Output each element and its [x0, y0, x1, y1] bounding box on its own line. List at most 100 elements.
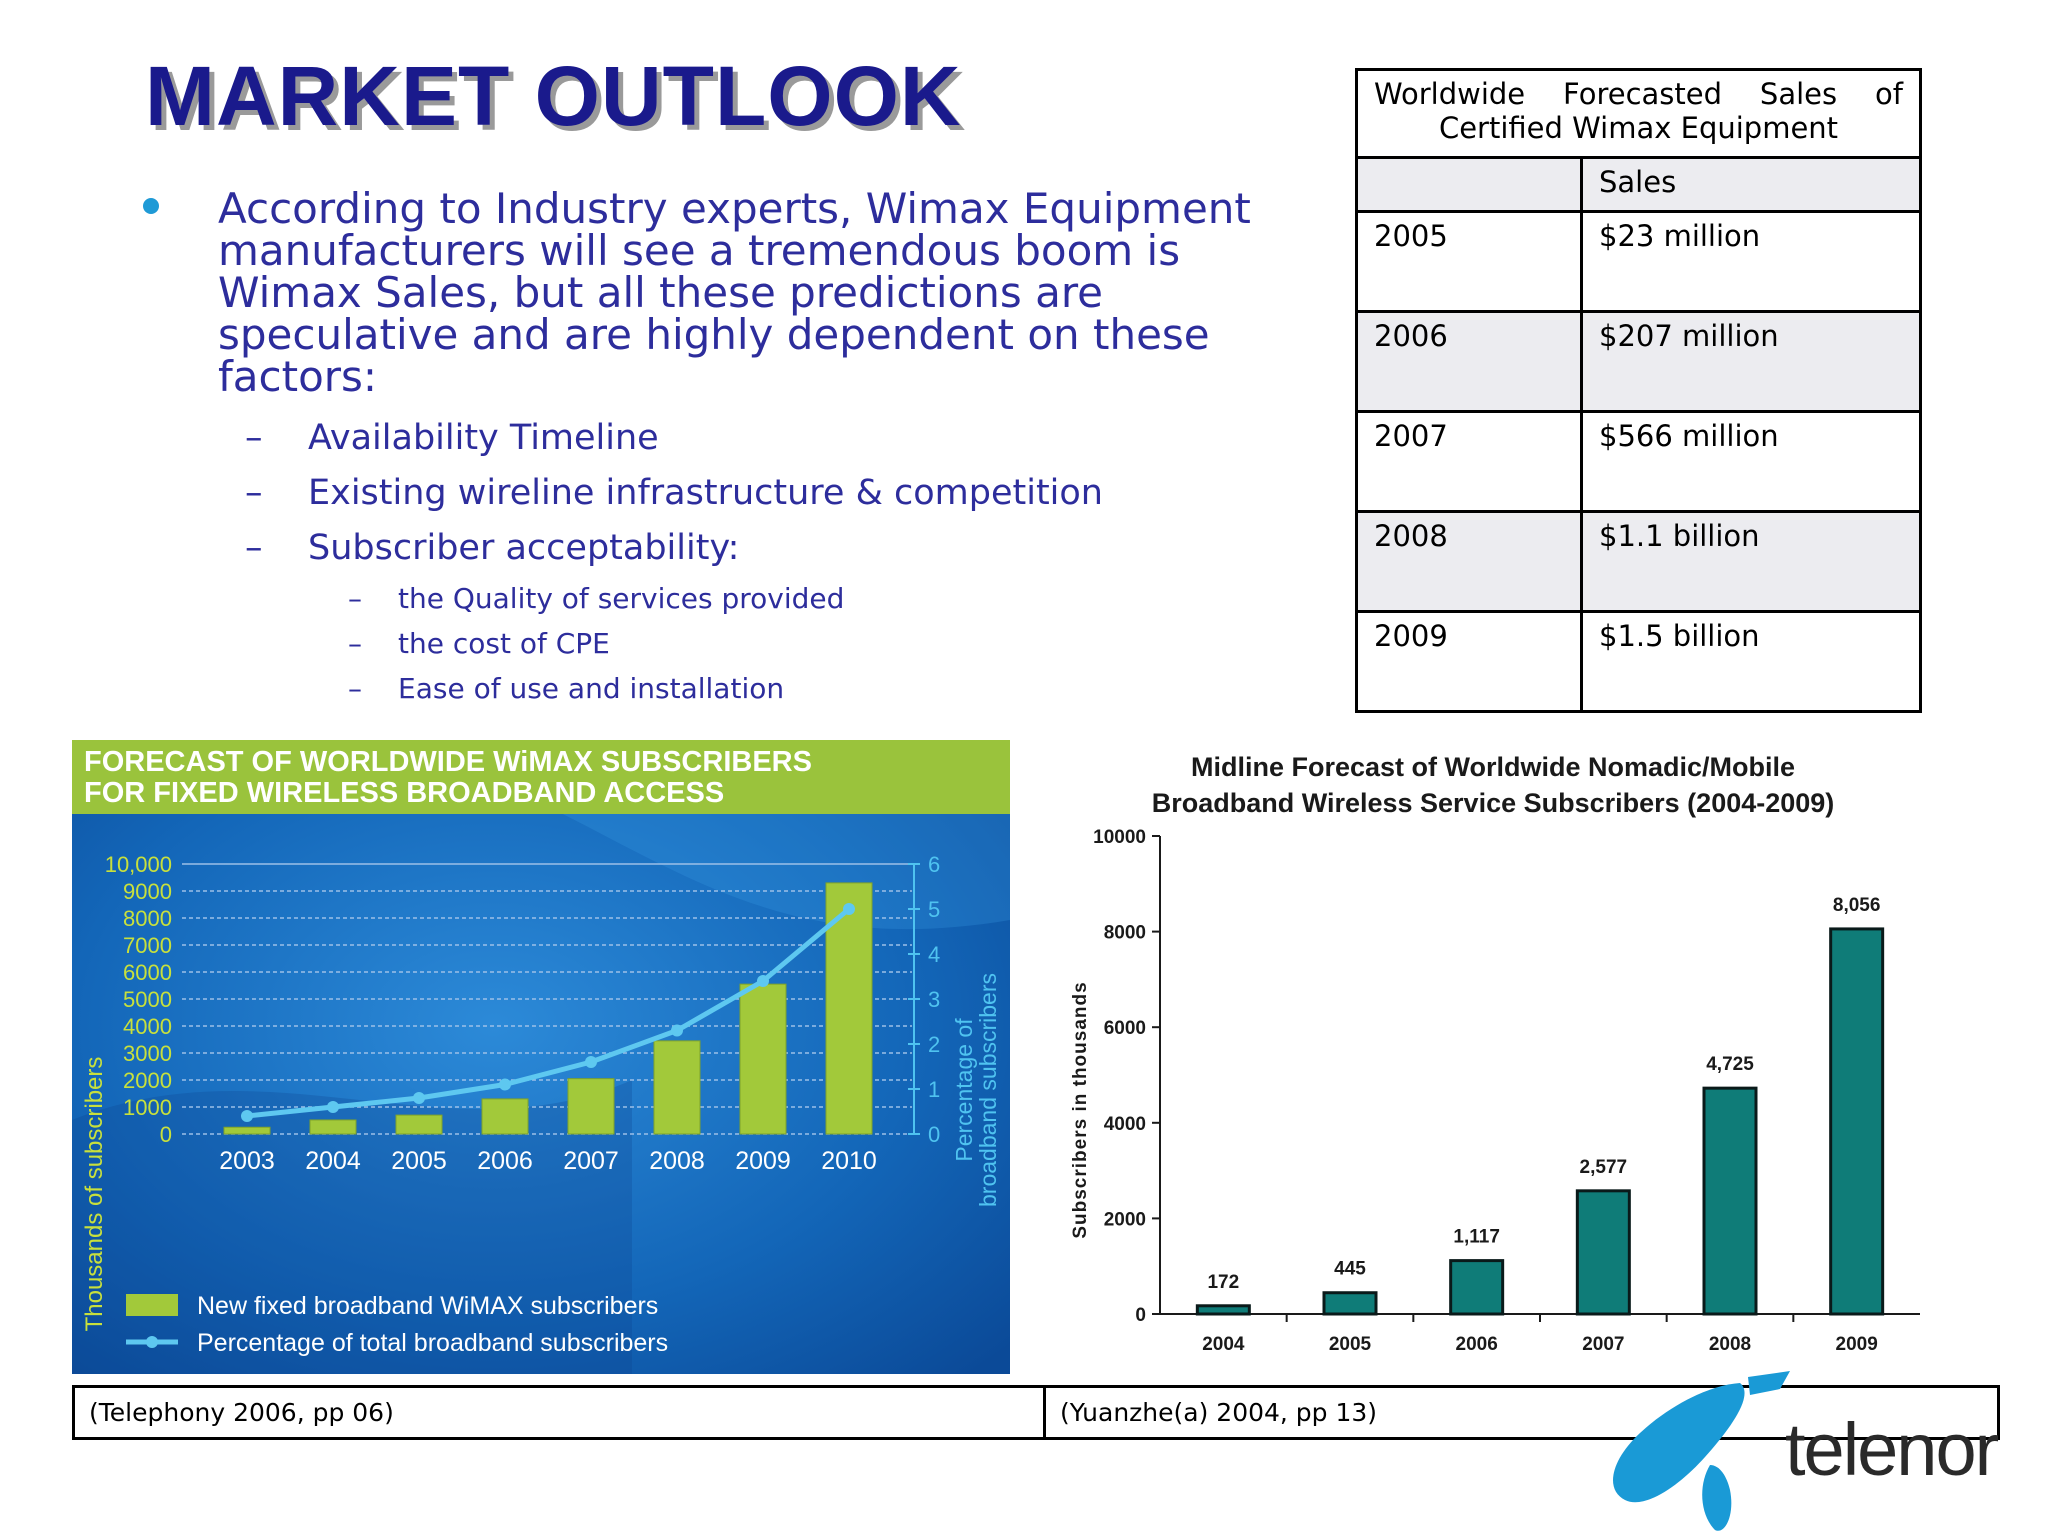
bullet-icon	[143, 198, 159, 214]
slide-title: MARKET OUTLOOK	[145, 49, 962, 143]
sub-item: – Existing wireline infrastructure & comp…	[245, 473, 1103, 513]
table-header-cell	[1355, 156, 1583, 213]
chart-bar	[739, 983, 787, 1135]
chart-bar	[309, 1119, 357, 1135]
x-axis-tick-label: 2008	[649, 1147, 705, 1175]
left-axis-tick-label: 4000	[123, 1014, 172, 1039]
dash-icon: –	[245, 473, 263, 513]
sub-item-label: Existing wireline infrastructure & compe…	[308, 473, 1103, 513]
chart-left-axis-label: Thousands of subscribers	[81, 1057, 108, 1332]
chart-right-axis-label-line1: Percentage of	[951, 1018, 977, 1162]
wimax-fixed-subscribers-chart: FORECAST OF WORLDWIDE WiMAX SUBSCRIBERS …	[72, 740, 1010, 1374]
sub-item: – Subscriber acceptability:	[245, 528, 739, 568]
y-axis-tick-label: 0	[1135, 1305, 1146, 1326]
chart-bar	[1195, 1304, 1251, 1316]
sub-item-label: Availability Timeline	[308, 418, 659, 458]
data-label: 1,117	[1453, 1227, 1500, 1248]
percentage-point	[843, 903, 855, 915]
year-cell: 2005	[1355, 210, 1583, 313]
legend-bar-swatch	[126, 1294, 178, 1316]
dash-icon: –	[348, 672, 362, 705]
chart-y-axis-label: Subscribers in thousands	[1070, 981, 1091, 1238]
data-label: 4,725	[1706, 1054, 1754, 1075]
chart-bar	[1702, 1086, 1758, 1316]
chart-bar	[395, 1114, 443, 1135]
x-axis-tick-label: 2007	[563, 1147, 619, 1175]
data-label: 8,056	[1833, 895, 1881, 916]
chart-background-swirl	[72, 1080, 632, 1374]
y-axis-tick-label: 8000	[1104, 923, 1146, 944]
y-axis-tick-label: 2000	[1104, 1209, 1146, 1230]
table-caption: Worldwide Forecasted Sales of Certified …	[1355, 68, 1922, 159]
dash-icon: –	[245, 528, 263, 568]
data-label: 445	[1334, 1259, 1366, 1280]
sales-cell: $23 million	[1580, 210, 1922, 313]
chart-line-series	[241, 903, 855, 1122]
year-cell: 2009	[1355, 610, 1583, 713]
chart-bar	[1575, 1189, 1631, 1316]
citation-bar: (Telephony 2006, pp 06) (Yuanzhe(a) 2004…	[72, 1385, 2000, 1440]
data-label: 172	[1207, 1272, 1239, 1293]
y-axis-tick-label: 6000	[1104, 1018, 1146, 1039]
right-axis-tick-label: 2	[928, 1032, 940, 1057]
left-axis-tick-label: 8000	[123, 906, 172, 931]
legend-bar-label: New fixed broadband WiMAX subscribers	[197, 1292, 658, 1320]
dash-icon: –	[348, 627, 362, 660]
legend-line-label: Percentage of total broadband subscriber…	[197, 1329, 668, 1357]
legend-line-marker	[146, 1336, 158, 1348]
percentage-point	[499, 1078, 511, 1091]
year-cell: 2007	[1355, 410, 1583, 513]
left-axis-tick-label: 3000	[123, 1041, 172, 1066]
x-axis-tick-label: 2004	[1202, 1334, 1245, 1355]
x-axis-tick-label: 2005	[391, 1147, 447, 1175]
table-caption-line2: Certified Wimax Equipment	[1438, 111, 1839, 145]
chart-bar	[567, 1078, 615, 1135]
chart-title-line2: Broadband Wireless Service Subscribers (…	[1152, 788, 1835, 818]
data-label: 2,577	[1580, 1157, 1628, 1178]
table-row: 2005 $23 million	[1355, 210, 1922, 313]
sub-sub-item: – Ease of use and installation	[348, 672, 784, 705]
chart-title-band	[72, 740, 1010, 814]
left-axis-tick-label: 7000	[123, 933, 172, 958]
sales-cell: $1.5 billion	[1580, 610, 1922, 713]
table-row: 2007 $566 million	[1355, 410, 1922, 513]
sales-cell: $566 million	[1580, 410, 1922, 513]
left-axis-tick-label: 9000	[123, 879, 172, 904]
x-axis-tick-label: 2009	[1836, 1334, 1878, 1355]
percentage-point	[585, 1056, 597, 1068]
sales-cell: $1.1 billion	[1580, 510, 1922, 613]
sub-sub-item: – the Quality of services provided	[348, 582, 844, 615]
sub-sub-item-label: Ease of use and installation	[398, 672, 785, 705]
left-axis-tick-label: 1000	[123, 1095, 172, 1120]
table-row: 2006 $207 million	[1355, 310, 1922, 413]
chart-background-swirl	[492, 780, 1010, 930]
sales-forecast-table: Worldwide Forecasted Sales of Certified …	[1355, 68, 1922, 713]
dash-icon: –	[245, 418, 263, 458]
chart-gridlines	[182, 863, 912, 1135]
sub-item-label: Subscriber acceptability:	[308, 528, 740, 568]
right-axis-tick-label: 5	[928, 897, 940, 922]
left-axis-tick-label: 0	[160, 1122, 172, 1147]
table-header-row: Sales	[1355, 156, 1922, 213]
chart-bar	[223, 1126, 271, 1135]
chart-x-axis-ticks: 2003 2004 2005 2006 2007 2008 2009 2010	[219, 1147, 877, 1175]
sub-sub-item-label: the Quality of services provided	[398, 582, 845, 615]
chart-bars	[223, 882, 873, 1135]
percentage-point	[327, 1101, 339, 1113]
x-axis-tick-label: 2006	[477, 1147, 533, 1175]
dash-icon: –	[348, 582, 362, 615]
y-axis-tick-label: 10000	[1093, 827, 1146, 848]
sub-item: – Availability Timeline	[245, 418, 659, 458]
left-axis-tick-label: 2000	[123, 1068, 172, 1093]
percentage-point	[671, 1024, 683, 1037]
right-axis-tick-label: 3	[928, 987, 940, 1012]
chart-y-axis-ticks: 0 2000 4000 6000 8000 10000	[1093, 827, 1160, 1326]
chart-bar	[1829, 927, 1885, 1316]
telenor-logo-text: telenor	[1785, 1408, 1999, 1491]
telenor-logo: telenor	[1613, 1371, 2001, 1531]
x-axis-tick-label: 2008	[1709, 1334, 1751, 1355]
chart-right-axis-ticks: 0 1 2 3 4 5 6	[908, 852, 940, 1147]
table-row: 2008 $1.1 billion	[1355, 510, 1922, 613]
chart-left-axis-ticks: 010002000300040005000600070008000900010,…	[105, 852, 172, 1147]
chart-x-axis-ticks: 2004 2005 2006 2007 2008 2009	[1202, 1314, 1878, 1355]
